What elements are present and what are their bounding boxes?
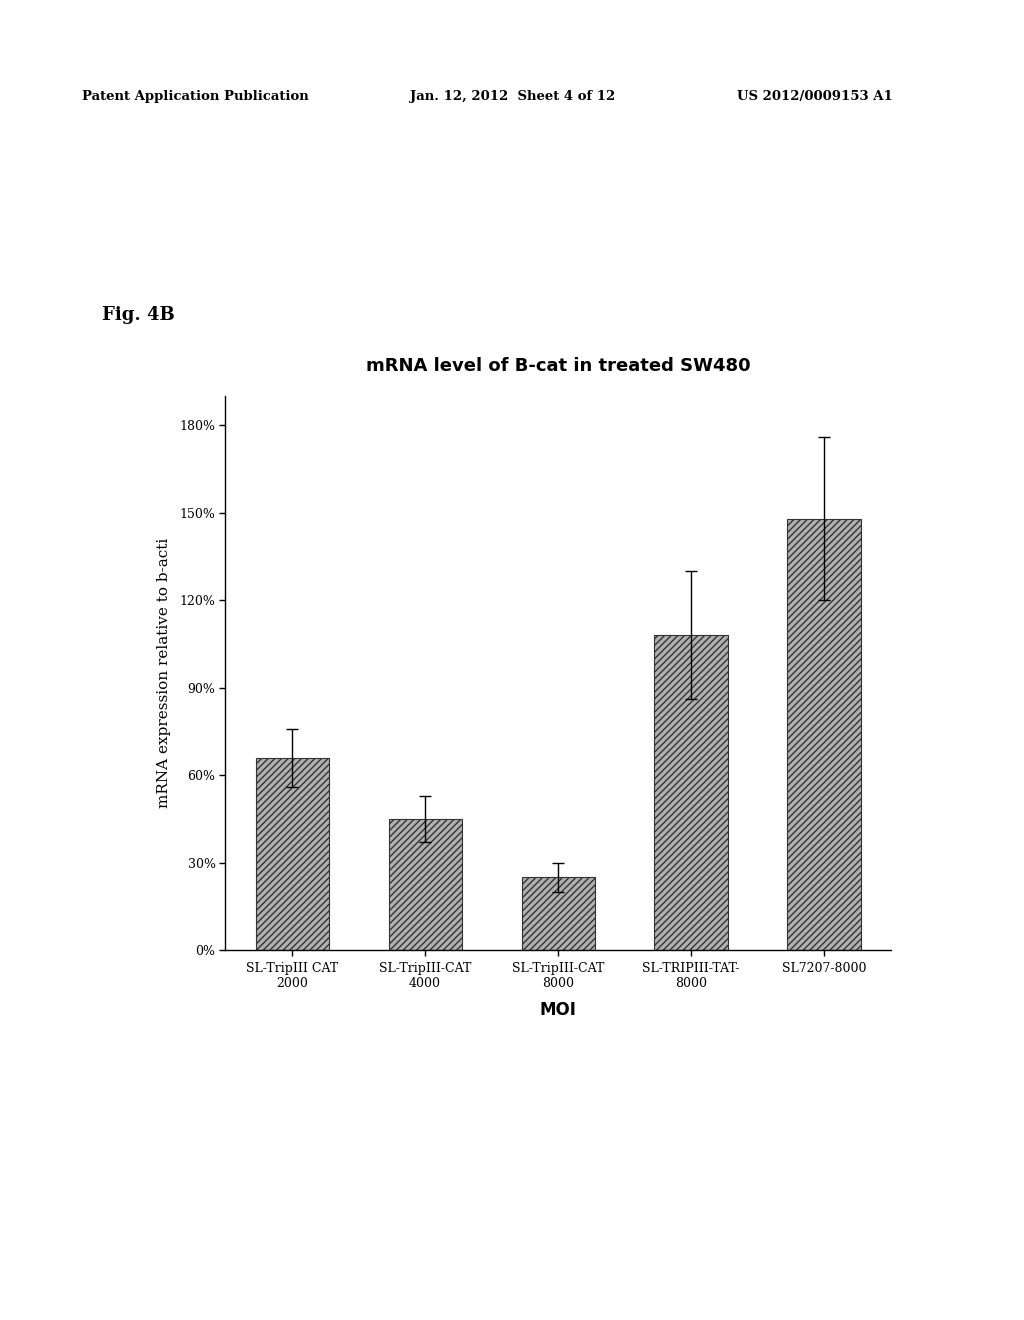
Text: US 2012/0009153 A1: US 2012/0009153 A1 [737, 90, 893, 103]
Bar [787, 519, 860, 950]
Y-axis label: mRNA expression relative to b-acti: mRNA expression relative to b-acti [158, 539, 171, 808]
Bar [256, 758, 329, 950]
Text: Fig. 4B: Fig. 4B [102, 306, 175, 323]
X-axis label: MOI: MOI [540, 1001, 577, 1019]
Text: Patent Application Publication: Patent Application Publication [82, 90, 308, 103]
Bar [521, 878, 595, 950]
Bar [388, 820, 462, 950]
Bar [654, 635, 728, 950]
Title: mRNA level of B-cat in treated SW480: mRNA level of B-cat in treated SW480 [366, 356, 751, 375]
Text: Jan. 12, 2012  Sheet 4 of 12: Jan. 12, 2012 Sheet 4 of 12 [410, 90, 614, 103]
